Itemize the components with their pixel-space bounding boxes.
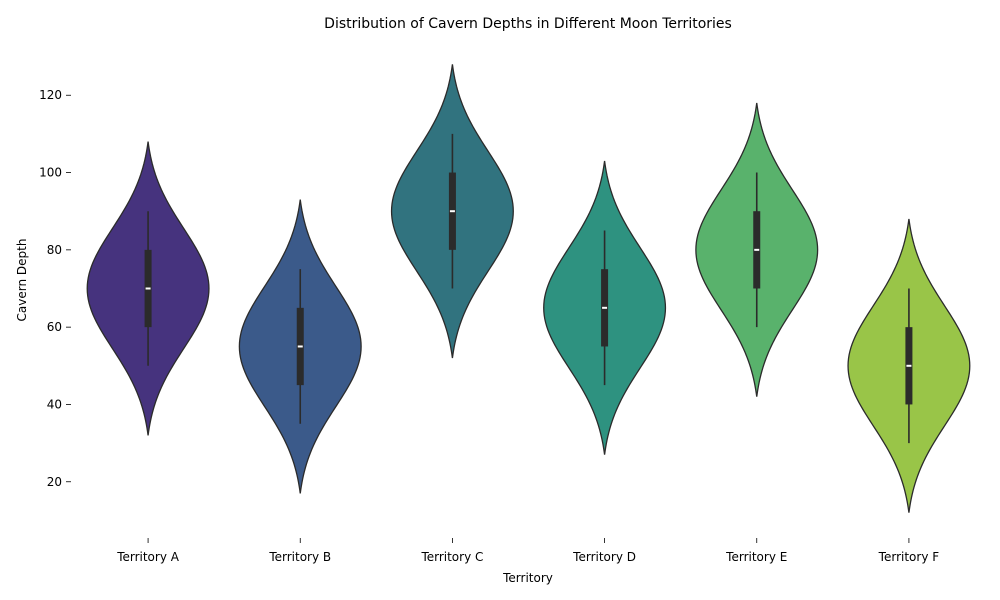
y-tick-label-120: 120 [39, 88, 62, 102]
x-tick-label-3: Territory D [572, 550, 636, 564]
chart-title: Distribution of Cavern Depths in Differe… [324, 16, 732, 32]
violin-3 [390, 64, 514, 359]
x-axis-label: Territory [502, 571, 553, 585]
x-tick-label-2: Territory C [420, 550, 483, 564]
y-tick-label-40: 40 [47, 397, 62, 411]
violin-2 [238, 199, 362, 494]
violin-4 [543, 160, 667, 455]
y-tick-label-80: 80 [47, 243, 62, 257]
violin-5 [695, 102, 819, 397]
violin-6 [847, 218, 971, 513]
y-tick-label-60: 60 [47, 320, 62, 334]
y-axis: 20 40 60 80 100 120 [39, 88, 71, 489]
x-tick-label-1: Territory B [268, 550, 331, 564]
y-tick-label-20: 20 [47, 475, 62, 489]
x-tick-label-4: Territory E [725, 550, 787, 564]
y-axis-label: Cavern Depth [15, 239, 29, 322]
x-tick-label-5: Territory F [878, 550, 940, 564]
violin-1 [86, 141, 210, 436]
y-tick-label-100: 100 [39, 166, 62, 180]
violins-group [86, 64, 971, 513]
x-tick-label-0: Territory A [116, 550, 180, 564]
x-axis: Territory A Territory B Territory C Territo… [116, 538, 939, 564]
